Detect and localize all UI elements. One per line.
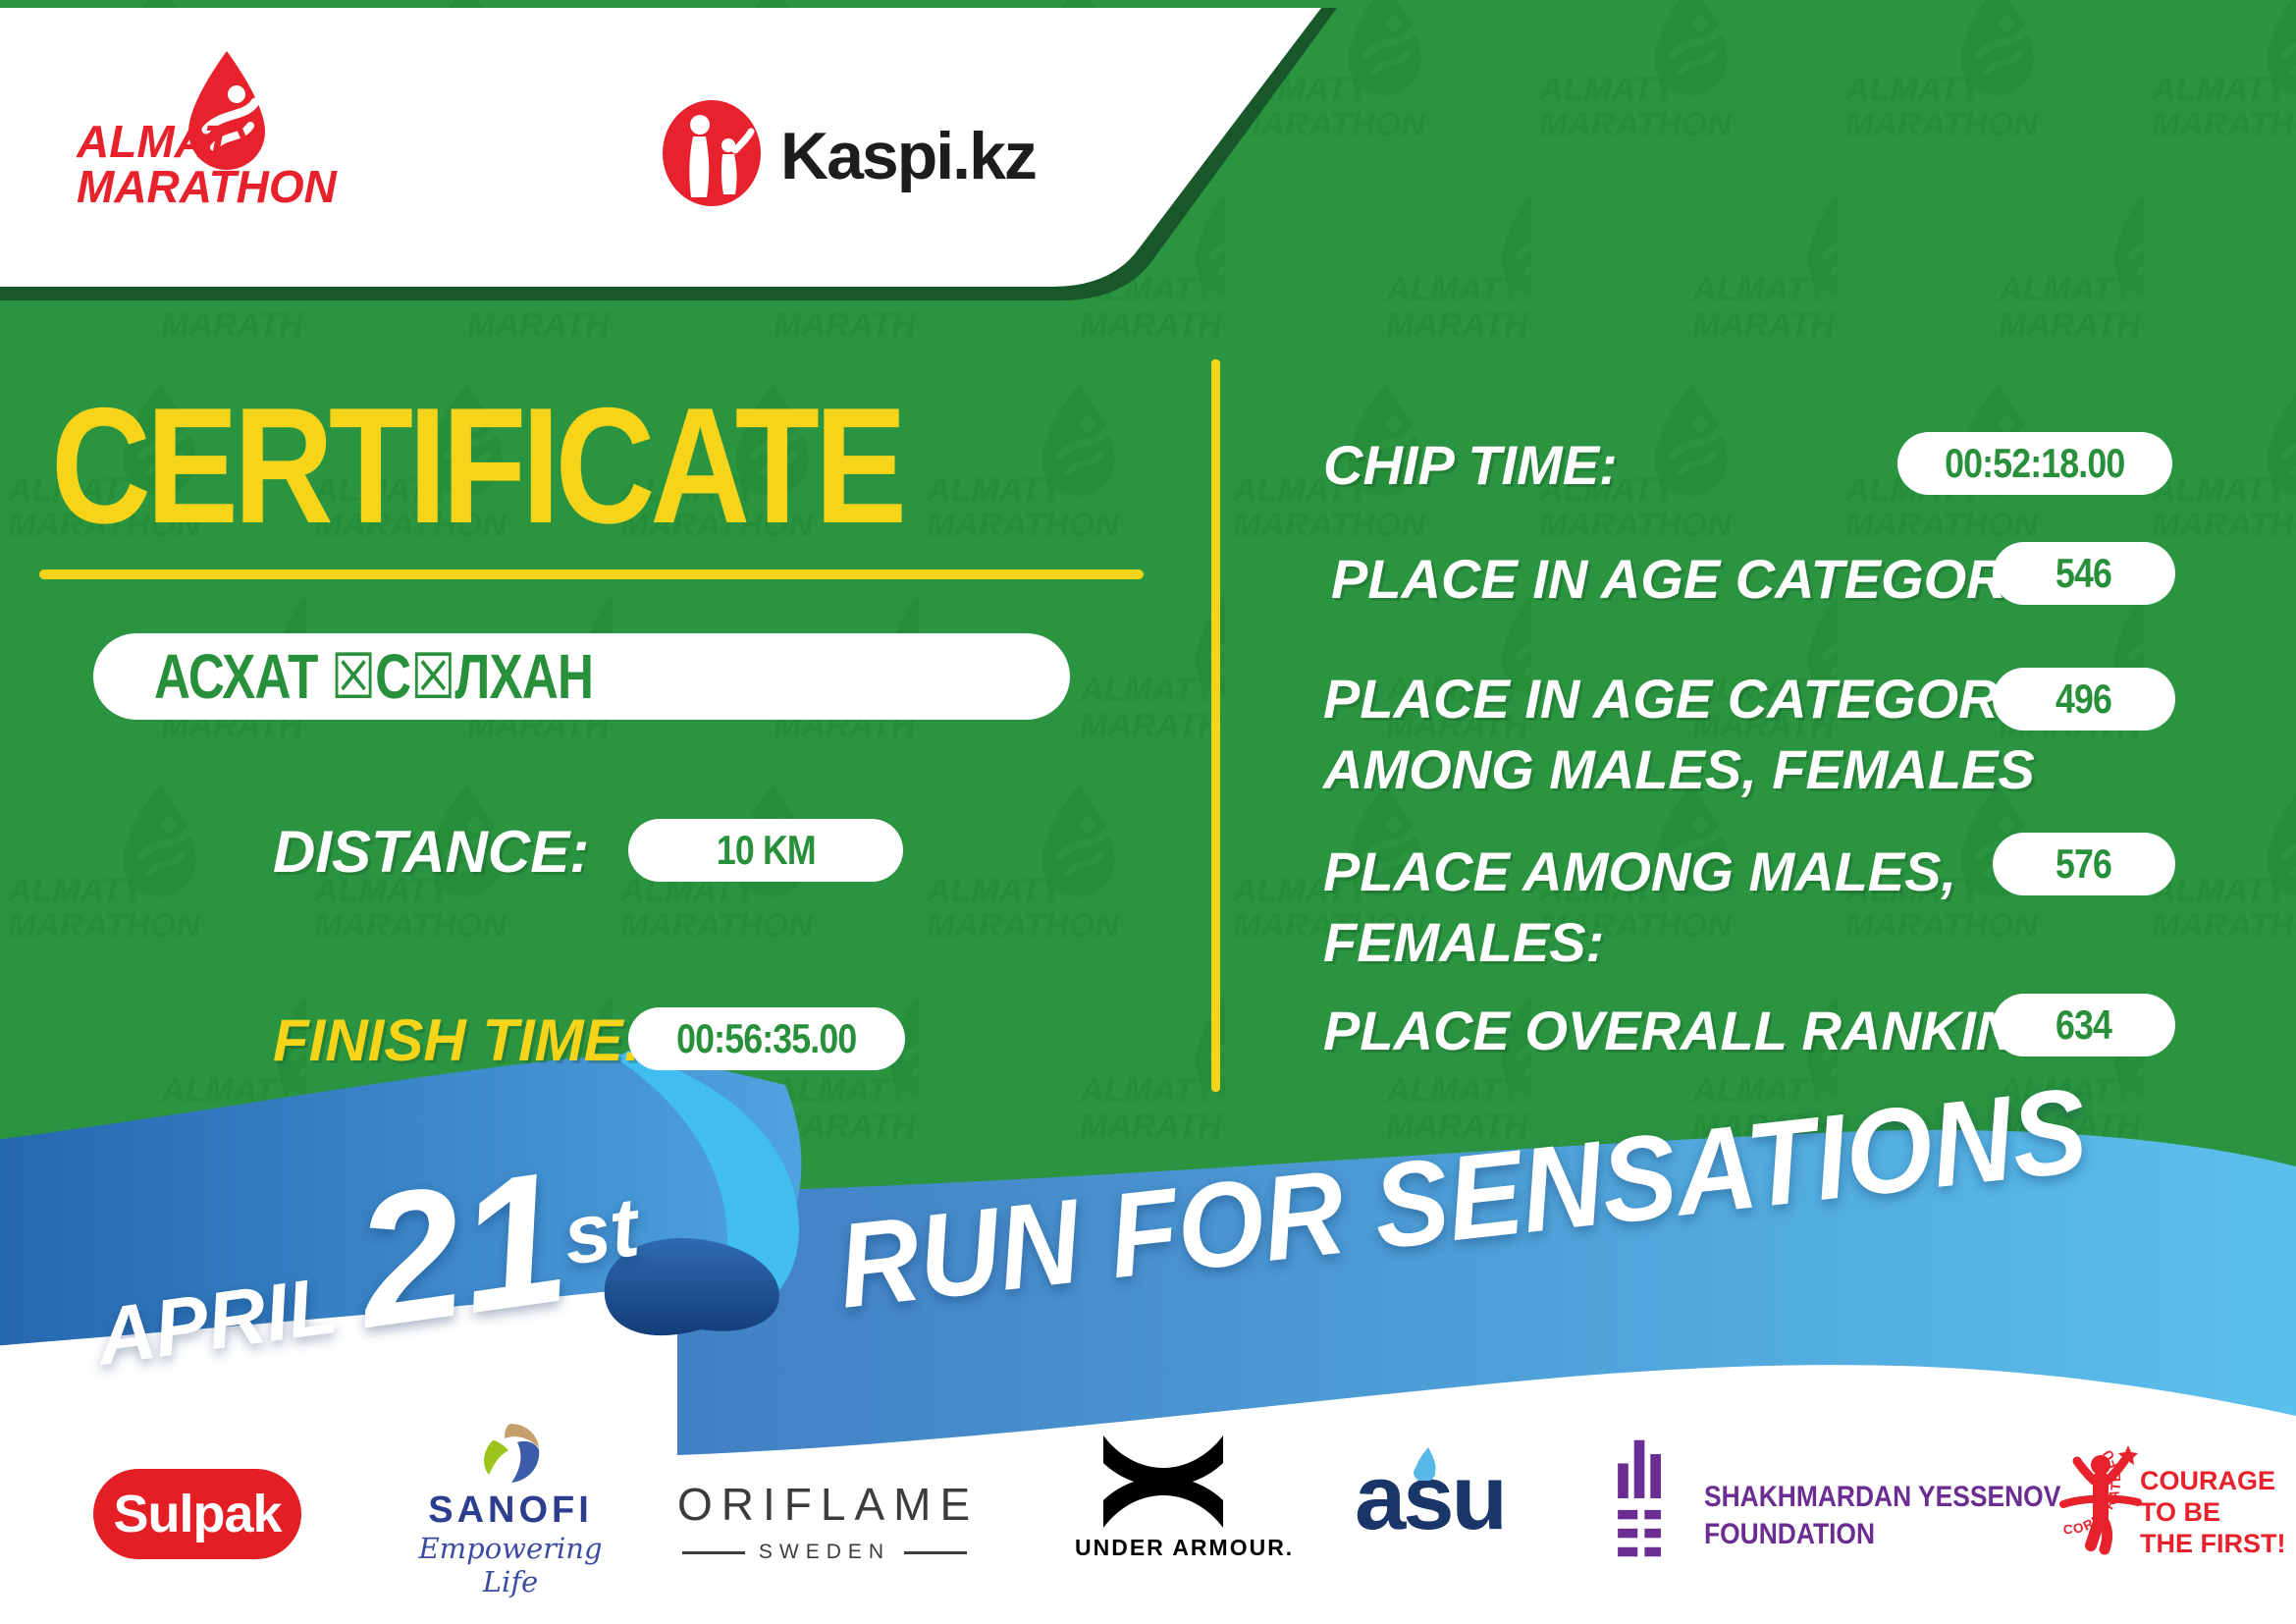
asu-logo: asu: [1355, 1447, 1508, 1543]
age-category-place-value: 546: [2056, 550, 2112, 596]
ribbon-curl: [604, 1237, 779, 1336]
sulpak-logo: Sulpak: [93, 1469, 301, 1559]
yessenov-foundation-text: SHAKHMARDAN YESSENOV FOUNDATION: [1704, 1479, 2060, 1553]
yessenov-foundation-logo: [1618, 1435, 1667, 1566]
under-armour-text: UNDER ARMOUR.: [1075, 1535, 1295, 1560]
courage-line3: THE FIRST!: [2140, 1529, 2286, 1558]
result-label-line2: FEMALES:: [1323, 911, 1605, 973]
sanofi-logo-text: SANOFI: [428, 1489, 593, 1531]
finish-time-label: FINISH TIME:: [273, 1007, 643, 1073]
almaty-marathon-logo: ALMATY MARATHON: [76, 39, 351, 221]
svg-text:CORPORATE FUND: CORPORATE FUND: [2040, 1435, 2123, 1537]
ribbon-day: 21: [344, 1132, 579, 1368]
courage-line2: TO BE: [2140, 1497, 2221, 1527]
vertical-divider: [1211, 359, 1220, 1092]
result-row-label: CHIP TIME:: [1323, 434, 1618, 496]
distance-value: 10 KM: [716, 827, 817, 873]
result-label-line1: PLACE AMONG MALES,: [1323, 840, 1957, 902]
sulpak-logo-text: Sulpak: [113, 1485, 282, 1543]
sanofi-logo: SANOFI Empowering Life: [412, 1422, 609, 1598]
distance-label: DISTANCE:: [273, 819, 590, 885]
under-armour-logo: UNDER ARMOUR.: [1075, 1434, 1295, 1561]
result-row-value-pill: 00:52:18.00: [1897, 432, 2172, 495]
chip-time-value: 00:52:18.00: [1945, 440, 2125, 486]
yessenov-line1: SHAKHMARDAN YESSENOV: [1704, 1481, 2061, 1513]
kaspi-logo-icon: [661, 99, 769, 207]
under-armour-icon: [1103, 1435, 1223, 1528]
result-row-value-pill: 496: [1993, 668, 2175, 731]
age-category-gender-place-value: 496: [2056, 676, 2112, 722]
oriflame-logo: ORIFLAME SWEDEN: [677, 1478, 972, 1564]
result-row-value-pill: 634: [1993, 994, 2175, 1056]
gender-place-value: 576: [2056, 840, 2112, 887]
oriflame-rule-right: [904, 1550, 968, 1554]
title-underline: [39, 569, 1144, 579]
ribbon-left-band: [0, 1053, 802, 1346]
courage-fund-logo: CORPORATE FUND: [2034, 1424, 2163, 1573]
runner-name-field: АСХАТ ☒С☒ЛХАН: [93, 633, 1070, 720]
almaty-logo-line1: ALMATY: [77, 116, 266, 167]
ribbon-day-suffix: st: [558, 1180, 645, 1283]
result-label-line2: AMONG MALES, FEMALES: [1323, 738, 2035, 800]
finish-time-value: 00:56:35.00: [676, 1015, 857, 1061]
result-row-label: PLACE IN AGE CATEGORY: AMONG MALES, FEMA…: [1323, 664, 2049, 805]
asu-droplet-icon: [1414, 1447, 1436, 1481]
page-title: CERTIFICATE: [51, 373, 907, 558]
result-row-label: PLACE OVERALL RANKING:: [1323, 1000, 2077, 1061]
ribbon-month: APRIL: [90, 1260, 344, 1383]
courage-fund-icon: CORPORATE FUND: [2034, 1424, 2142, 1555]
finish-time-value-pill: 00:56:35.00: [628, 1007, 905, 1070]
oriflame-sub-text: SWEDEN: [758, 1541, 891, 1563]
result-row-label: PLACE AMONG MALES, FEMALES:: [1323, 837, 1956, 978]
courage-fund-text: COURAGE TO BE THE FIRST!: [2140, 1465, 2286, 1559]
courage-line1: COURAGE: [2140, 1466, 2276, 1495]
overall-place-value: 634: [2056, 1001, 2112, 1048]
result-row-label: PLACE IN AGE CATEGORY:: [1331, 548, 2057, 610]
ribbon-right-band: [677, 1129, 2296, 1455]
result-label-line1: PLACE IN AGE CATEGORY:: [1323, 668, 2050, 730]
oriflame-logo-text: ORIFLAME: [677, 1479, 980, 1530]
almaty-marathon-logo-icon: ALMATY MARATHON: [76, 51, 338, 212]
sanofi-swirl-icon: [484, 1424, 540, 1483]
sanofi-tagline: Empowering Life: [418, 1532, 603, 1598]
result-row-value-pill: 576: [1993, 833, 2175, 895]
result-row-value-pill: 546: [1993, 542, 2175, 605]
almaty-logo-line2: MARATHON: [77, 161, 338, 212]
distance-value-pill: 10 KM: [628, 819, 903, 882]
kaspi-logo-text: Kaspi.kz: [780, 119, 1038, 193]
runner-name: АСХАТ ☒С☒ЛХАН: [154, 640, 594, 712]
yessenov-line2: FOUNDATION: [1704, 1518, 1876, 1550]
header-white-band: [0, 8, 1321, 287]
yessenov-icon: [1618, 1439, 1661, 1557]
courage-arc-text: CORPORATE FUND: [2034, 1424, 2122, 1537]
oriflame-rule-left: [681, 1550, 745, 1554]
